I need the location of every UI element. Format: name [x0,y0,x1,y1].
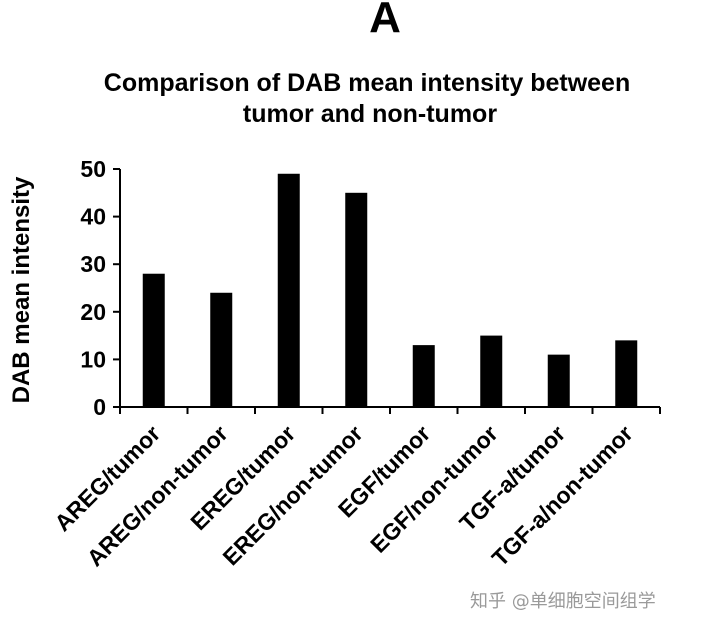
y-tick-label: 20 [80,299,106,325]
bar [412,345,435,407]
watermark: 知乎 @单细胞空间组学 [470,591,656,612]
bar [277,173,300,407]
bar [547,354,570,407]
chart-title-line-1: Comparison of DAB mean intensity between [104,69,630,97]
plot-area: 01020304050AREG/tumorAREG/non-tumorEREG/… [49,156,661,571]
y-tick-label: 40 [80,204,106,230]
y-axis-label: DAB mean intensity [8,176,35,403]
bar [210,292,233,407]
panel-label: A [369,0,401,42]
chart-title-line-2: tumor and non-tumor [243,100,497,128]
bar [615,340,638,407]
bar [345,192,368,407]
y-tick-label: 30 [80,251,106,277]
bar [480,335,503,407]
y-tick-label: 10 [80,346,106,372]
y-tick-label: 0 [93,394,106,420]
bar [142,273,165,407]
y-tick-label: 50 [80,156,106,182]
